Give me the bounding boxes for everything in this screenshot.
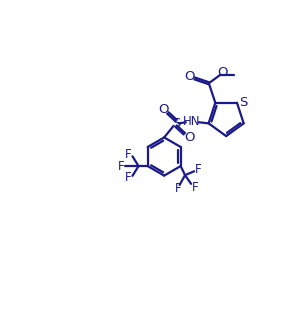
Text: O: O [217, 66, 228, 79]
Text: O: O [184, 131, 194, 144]
Text: O: O [158, 103, 168, 116]
Text: HN: HN [183, 115, 200, 128]
Text: F: F [125, 171, 132, 185]
Text: F: F [192, 181, 198, 194]
Text: S: S [172, 117, 180, 130]
Text: O: O [185, 70, 195, 83]
Text: F: F [117, 160, 124, 173]
Text: S: S [240, 96, 248, 109]
Text: F: F [125, 148, 132, 160]
Text: F: F [195, 163, 202, 176]
Text: F: F [175, 182, 182, 195]
